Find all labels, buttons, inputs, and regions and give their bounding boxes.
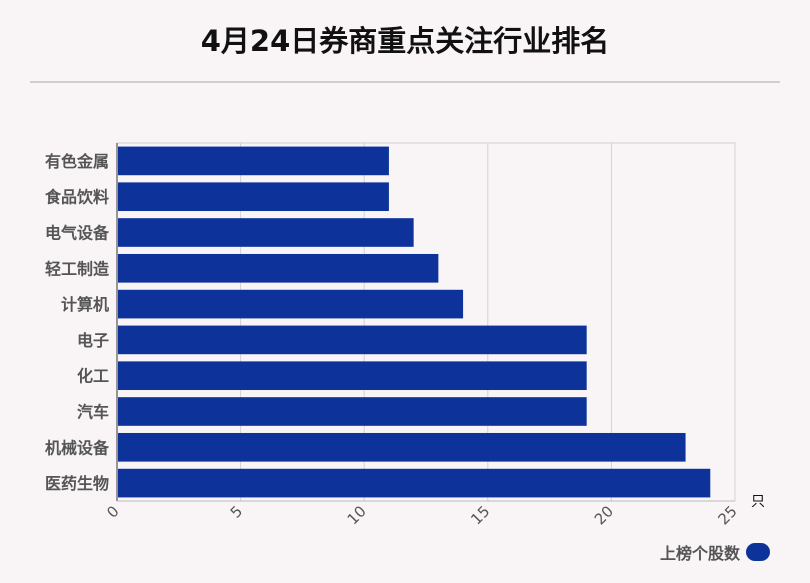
legend[interactable]: 上榜个股数 bbox=[660, 540, 770, 564]
category-label: 电气设备 bbox=[45, 224, 110, 243]
category-label: 电子 bbox=[77, 331, 109, 350]
category-label: 计算机 bbox=[61, 295, 109, 314]
bar bbox=[118, 361, 587, 391]
title-divider bbox=[30, 81, 780, 83]
x-tick-label: 10 bbox=[344, 502, 370, 528]
x-tick-label: 0 bbox=[103, 502, 122, 521]
category-label: 食品饮料 bbox=[44, 188, 109, 207]
x-tick-label: 15 bbox=[467, 502, 493, 528]
bar bbox=[118, 468, 711, 498]
legend-swatch bbox=[746, 543, 770, 561]
bar bbox=[118, 289, 464, 319]
x-tick-label: 20 bbox=[591, 502, 617, 528]
bar bbox=[118, 397, 587, 426]
bar bbox=[118, 146, 389, 176]
category-label: 医药生物 bbox=[45, 474, 109, 493]
bar bbox=[118, 218, 414, 247]
category-label: 轻工制造 bbox=[45, 259, 110, 278]
bar bbox=[118, 432, 686, 462]
category-label: 汽车 bbox=[77, 403, 109, 422]
bar bbox=[118, 182, 389, 212]
bar bbox=[118, 253, 439, 283]
x-tick-label: 5 bbox=[227, 502, 246, 521]
x-tick-label: 25 bbox=[714, 502, 740, 528]
category-label: 机械设备 bbox=[45, 438, 110, 457]
x-unit-label: 只 bbox=[751, 494, 765, 510]
category-label: 化工 bbox=[77, 367, 109, 386]
chart-title: 4月24日券商重点关注行业排名 bbox=[200, 24, 610, 58]
legend-label: 上榜个股数 bbox=[659, 544, 740, 563]
category-label: 有色金属 bbox=[45, 152, 109, 171]
bar bbox=[118, 325, 587, 355]
